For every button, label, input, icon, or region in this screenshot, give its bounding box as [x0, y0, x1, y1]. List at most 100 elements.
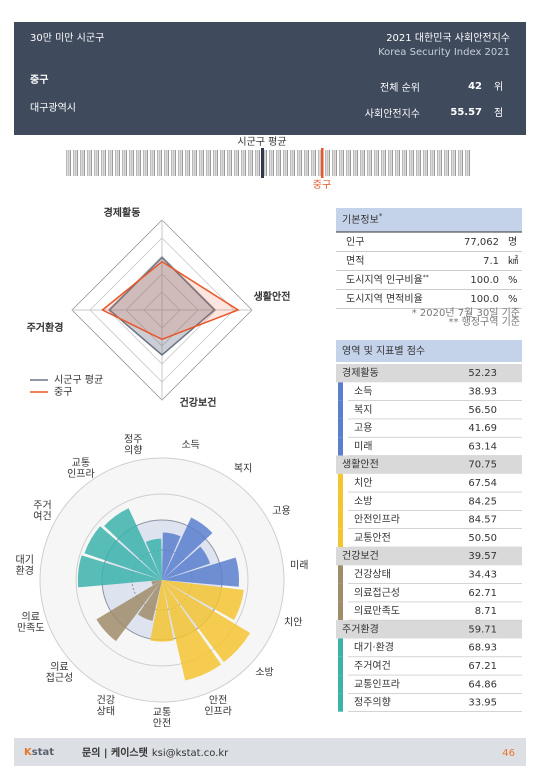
indicator-swatch: [338, 656, 343, 676]
info-name-text: 면적: [346, 255, 364, 267]
radar-axis-label: 건강보건: [180, 396, 217, 409]
info-value: 7.1: [483, 256, 499, 267]
indicator-score: 56.50: [468, 405, 497, 416]
radar-axis-label: 생활안전: [254, 290, 291, 303]
logo: Kstat: [24, 747, 54, 758]
info-name: 도시지역 면적비율: [346, 293, 423, 305]
polar-label-line: 의료: [50, 661, 68, 673]
indicator-score: 68.93: [468, 643, 497, 654]
domain-score: 52.23: [468, 368, 497, 379]
domain-name: 경제활동: [342, 366, 379, 379]
barcode-region: [321, 148, 324, 178]
indicator-swatch: [338, 528, 343, 547]
radar-axis-label: 주거환경: [27, 321, 64, 334]
info-note: ** 행정구역 기준: [448, 316, 520, 328]
polar-label-line: 여건: [33, 511, 51, 523]
polar-label-line: 교통: [72, 457, 90, 469]
polar-bar: [162, 546, 211, 580]
domain-name: 생활안전: [342, 458, 379, 471]
polar-bar: [104, 508, 162, 580]
rank-label: 전체 순위: [380, 81, 420, 94]
info-title-mark: *: [379, 212, 383, 220]
indicator-swatch: [338, 382, 343, 401]
info-value: 100.0: [470, 275, 499, 286]
info-name: 면적: [346, 255, 364, 267]
polar-bar: [162, 517, 213, 580]
domain-row-bg: [336, 455, 522, 474]
scores-title: 영역 및 지표별 점수: [342, 345, 425, 357]
indicator-swatch: [338, 418, 343, 438]
indicator-name: 교통안전: [354, 532, 391, 544]
info-header-bg: [336, 208, 522, 232]
polar-label: 주거 여건: [33, 500, 51, 523]
domain-row-bg: [336, 620, 522, 639]
info-title-text: 기본정보: [342, 214, 379, 226]
legend-label: 중구: [54, 386, 72, 398]
indicator-name: 미래: [354, 440, 372, 452]
polar-label-line: 치안: [284, 617, 302, 629]
info-title: 기본정보*: [342, 212, 383, 226]
indicator-swatch: [338, 400, 343, 419]
polar-label-line: 상태: [97, 706, 115, 718]
indicator-score: 84.57: [468, 515, 497, 526]
indicator-score: 33.95: [468, 698, 497, 709]
polar-label-line: 만족도: [17, 622, 45, 634]
polar-label-line: 건강: [97, 695, 115, 707]
info-name-text: 인구: [346, 236, 364, 248]
province: 대구광역시: [30, 102, 76, 114]
indicator-name: 정주의향: [354, 697, 391, 709]
contact-label: 문의 | 케이스탯: [82, 746, 148, 759]
indicator-name: 교통인프라: [354, 678, 400, 690]
radar-average: [108, 256, 216, 356]
polar-bar: [77, 555, 162, 588]
polar-label-line: 미래: [290, 560, 308, 572]
radar-axis-label: 경제활동: [104, 206, 141, 219]
indicator-name: 안전인프라: [354, 514, 400, 526]
indicator-score: 34.43: [468, 569, 497, 580]
polar-label: 치안: [284, 617, 302, 629]
info-name-text: 도시지역 인구비율: [346, 274, 423, 286]
email: ksi@kstat.co.kr: [152, 748, 229, 759]
indicator-score: 64.86: [468, 679, 497, 690]
indicator-name: 고용: [354, 422, 372, 434]
polar-ring: [75, 493, 249, 667]
polar-label-line: 접근성: [46, 672, 74, 684]
indicator-swatch: [338, 601, 343, 621]
polar-label-line: 대기: [16, 554, 34, 566]
indicator-swatch: [338, 693, 343, 712]
polar-label-line: 교통: [153, 707, 171, 719]
indicator-name: 치안: [354, 477, 372, 489]
indicator-swatch: [338, 583, 343, 602]
polar-bar: [145, 538, 162, 580]
polar-bar: [96, 580, 162, 642]
info-name-text: 도시지역 면적비율: [346, 293, 423, 305]
indicator-swatch: [338, 565, 343, 584]
info-note: * 2020년 7월 30일 기준: [412, 307, 520, 319]
domain-score: 70.75: [468, 460, 497, 471]
polar-label: 교통 안전: [153, 707, 171, 730]
polar-bar: [84, 526, 162, 580]
indicator-score: 41.69: [468, 423, 497, 434]
polar-bar: [162, 580, 251, 663]
indicator-name: 대기·환경: [354, 641, 394, 654]
indicator-name: 건강상태: [354, 568, 391, 580]
legend-label: 시군구 평균: [54, 374, 103, 386]
polar-label: 정주 의향: [124, 434, 142, 457]
polar-bar: [162, 580, 244, 620]
polar-label-line: 안전: [153, 718, 171, 730]
domain-name: 주거환경: [342, 622, 379, 635]
indicator-swatch: [338, 473, 343, 493]
indicator-score: 67.21: [468, 661, 497, 672]
domain-row-bg: [336, 364, 522, 383]
polar-bar: [162, 557, 240, 587]
polar-label-line: 주거: [33, 500, 51, 512]
polar-label: 대기 환경: [16, 554, 34, 577]
polar-label-line: 인프라: [67, 468, 95, 480]
subtitle: Korea Security Index 2021: [378, 47, 510, 58]
polar-bar: [137, 580, 162, 621]
barcode: [65, 150, 470, 176]
polar-label: 복지: [234, 462, 252, 474]
info-unit: %: [508, 275, 518, 286]
contact: 문의 | 케이스탯 ksi@kstat.co.kr: [82, 746, 229, 759]
indicator-score: 84.25: [468, 496, 497, 507]
